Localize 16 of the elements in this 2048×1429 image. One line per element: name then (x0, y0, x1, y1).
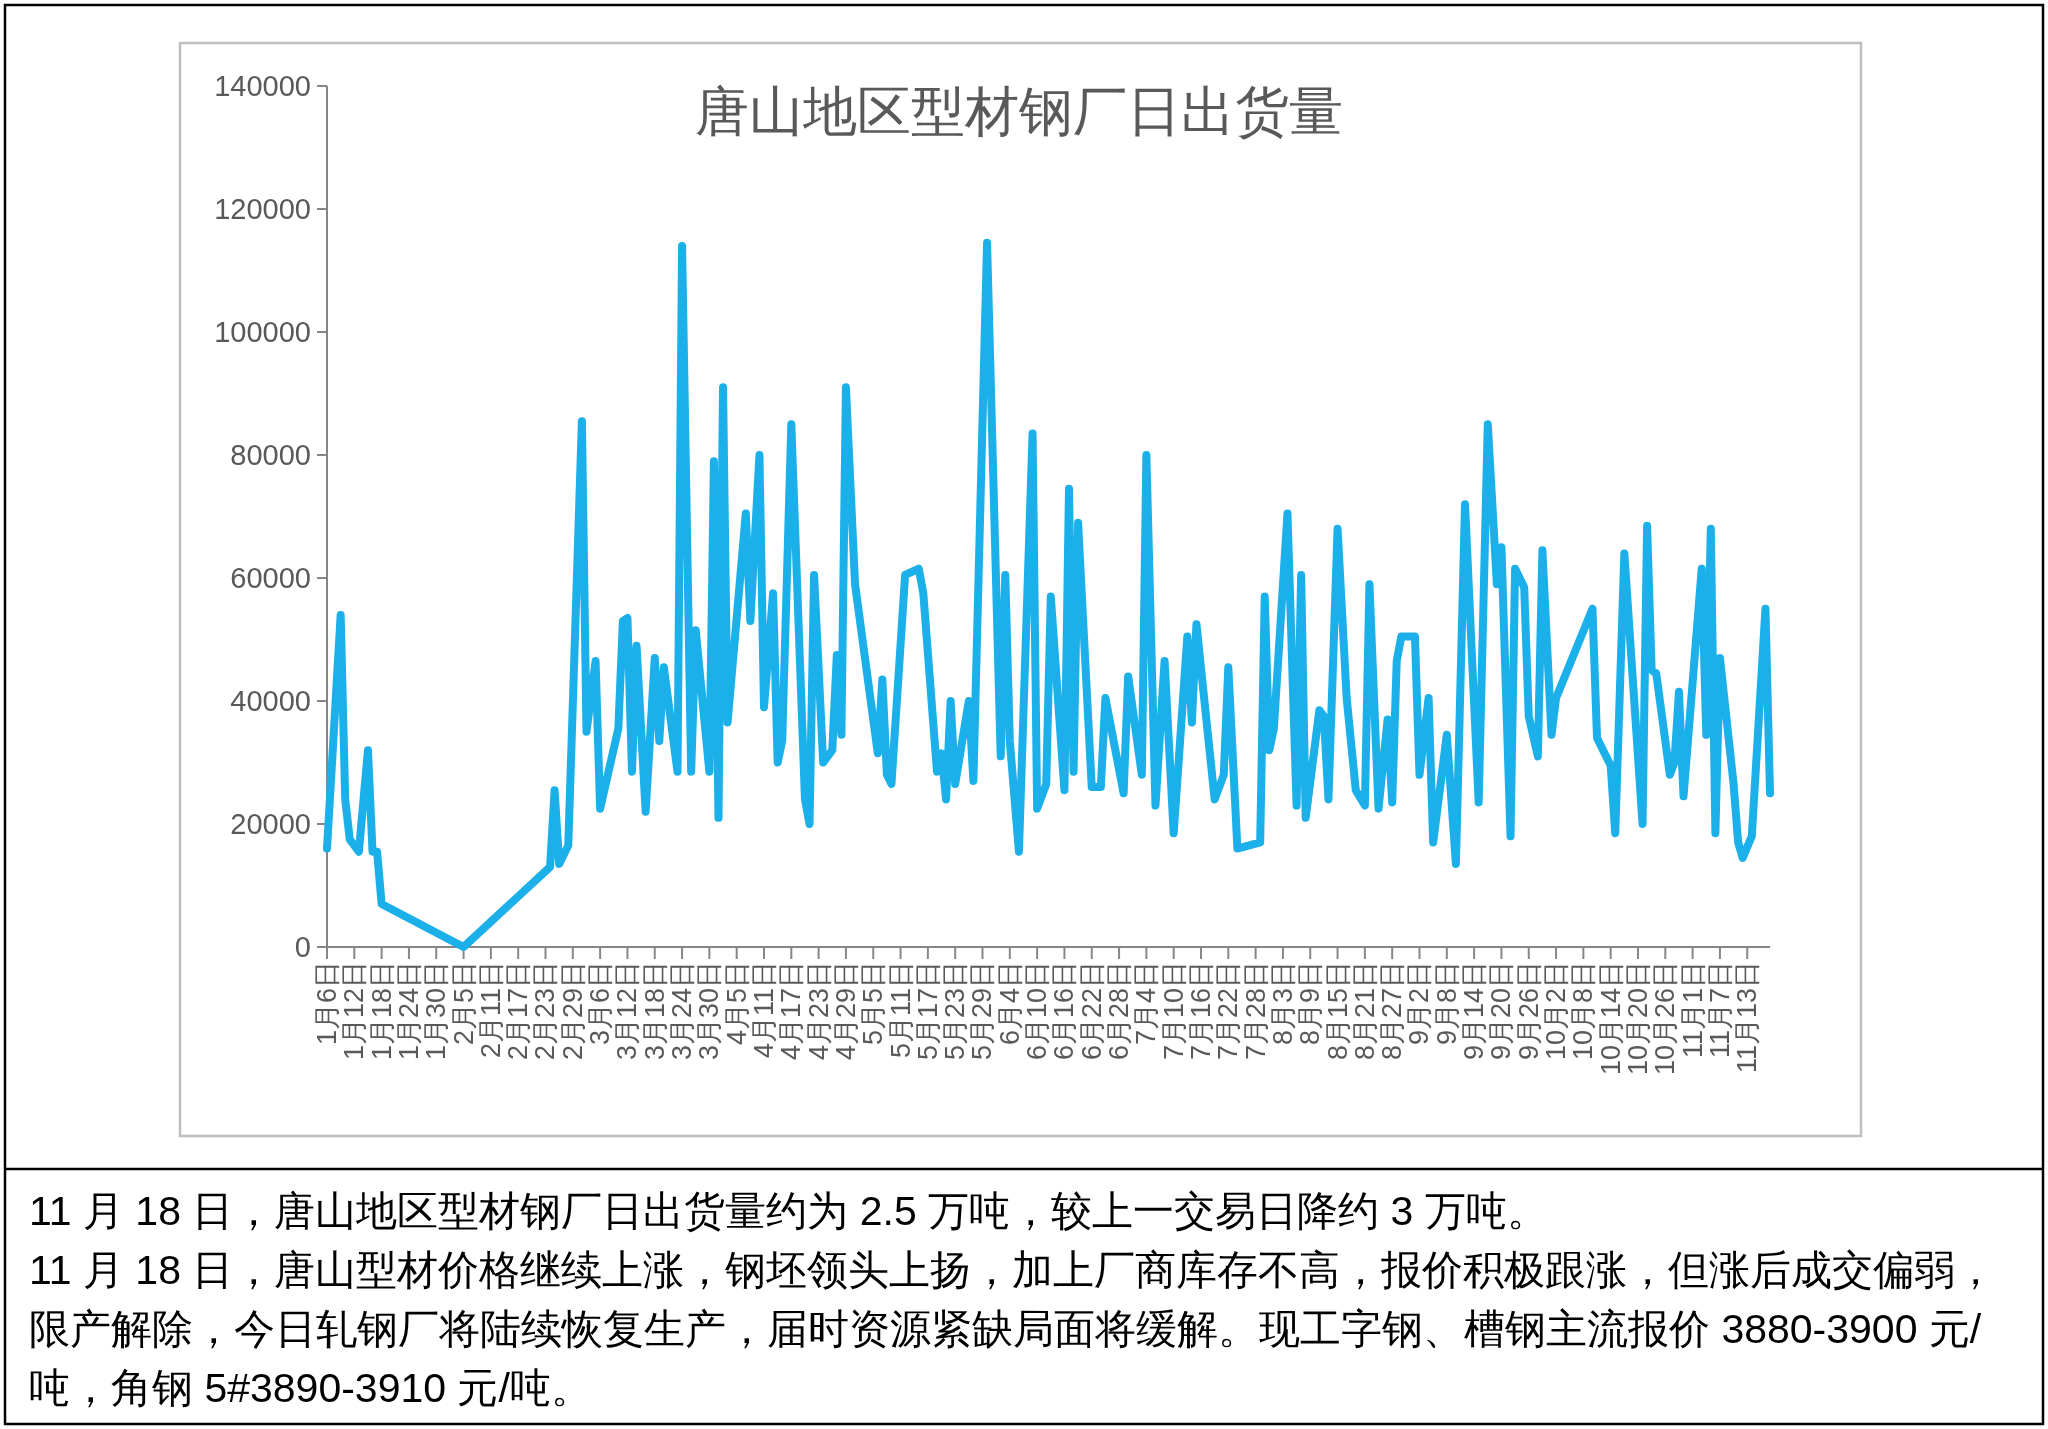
ytick: 80000 (230, 439, 311, 471)
xtick: 11月13日 (1732, 961, 1763, 1074)
ytick: 0 (294, 931, 311, 963)
xtick: 1月6日 (312, 961, 342, 1046)
annotation: 11 月 18 日，唐山型材价格继续上涨，钢坯领头上扬，加上厂商库存不高，报价积极跟涨，但涨后成交偏弱，限产解除，今日轧钢厂将陆续恢复生产，届时资源紧缺局面将缓解。现工字钢、槽钢主流报价 3880-3900 元/吨，角钢 5#3890-3910 元/吨。 (29, 1246, 1998, 1413)
xtick: 4月11日 (749, 961, 779, 1059)
annotation: 11 月 18 日，唐山地区型材钢厂日出货量约为 2.5 万吨，较上一交易日降约 3 万吨。 (29, 1187, 1549, 1236)
ytick: 100000 (214, 316, 311, 348)
xtick: 10月20日 (1623, 961, 1653, 1076)
ytick: 40000 (230, 685, 311, 717)
ytick: 20000 (230, 808, 311, 840)
xtick: 7月16日 (1186, 961, 1216, 1061)
ytick: 140000 (214, 70, 311, 102)
title: 唐山地区型材钢厂日出货量 (695, 80, 1343, 143)
ytick: 60000 (230, 562, 311, 594)
ytick: 120000 (214, 193, 311, 225)
